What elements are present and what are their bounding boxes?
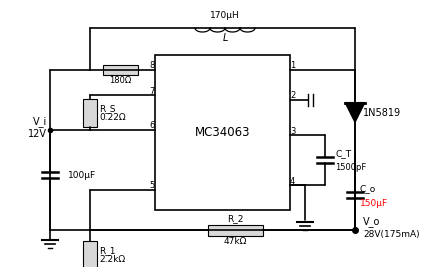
Text: 4: 4	[290, 176, 295, 186]
Text: 1500pF: 1500pF	[335, 163, 366, 171]
Text: 170μH: 170μH	[210, 11, 240, 21]
Text: 8: 8	[150, 61, 155, 70]
Text: 180Ω: 180Ω	[109, 76, 131, 85]
Text: 150μF: 150μF	[360, 198, 388, 207]
Text: 47kΩ: 47kΩ	[223, 237, 247, 245]
Text: 28V(175mA): 28V(175mA)	[363, 230, 420, 238]
Text: 3: 3	[290, 127, 295, 135]
Bar	[83, 241, 97, 267]
Text: 12V: 12V	[28, 129, 47, 139]
Text: 2.2kΩ: 2.2kΩ	[99, 256, 125, 265]
Bar	[155, 55, 290, 210]
Text: 1N5819: 1N5819	[363, 108, 401, 117]
Text: R_1: R_1	[99, 246, 116, 256]
Text: 1: 1	[290, 61, 295, 70]
Text: R_S: R_S	[99, 104, 116, 113]
Text: 2: 2	[290, 92, 295, 100]
Text: 7: 7	[150, 87, 155, 96]
Text: V_o: V_o	[363, 217, 380, 227]
Text: L: L	[223, 33, 228, 43]
Text: C_T: C_T	[335, 150, 351, 159]
Bar	[83, 99, 97, 127]
Text: MC34063: MC34063	[195, 126, 250, 139]
Text: V_i: V_i	[33, 117, 47, 127]
Text: R_2: R_2	[227, 214, 243, 223]
Text: 5: 5	[150, 182, 155, 190]
Text: C_o: C_o	[360, 184, 376, 194]
Text: 100μF: 100μF	[68, 171, 96, 179]
Bar	[102, 65, 138, 75]
Polygon shape	[345, 103, 365, 123]
Text: 0.22Ω: 0.22Ω	[99, 113, 126, 122]
Text: 6: 6	[150, 121, 155, 131]
Bar	[208, 225, 262, 235]
